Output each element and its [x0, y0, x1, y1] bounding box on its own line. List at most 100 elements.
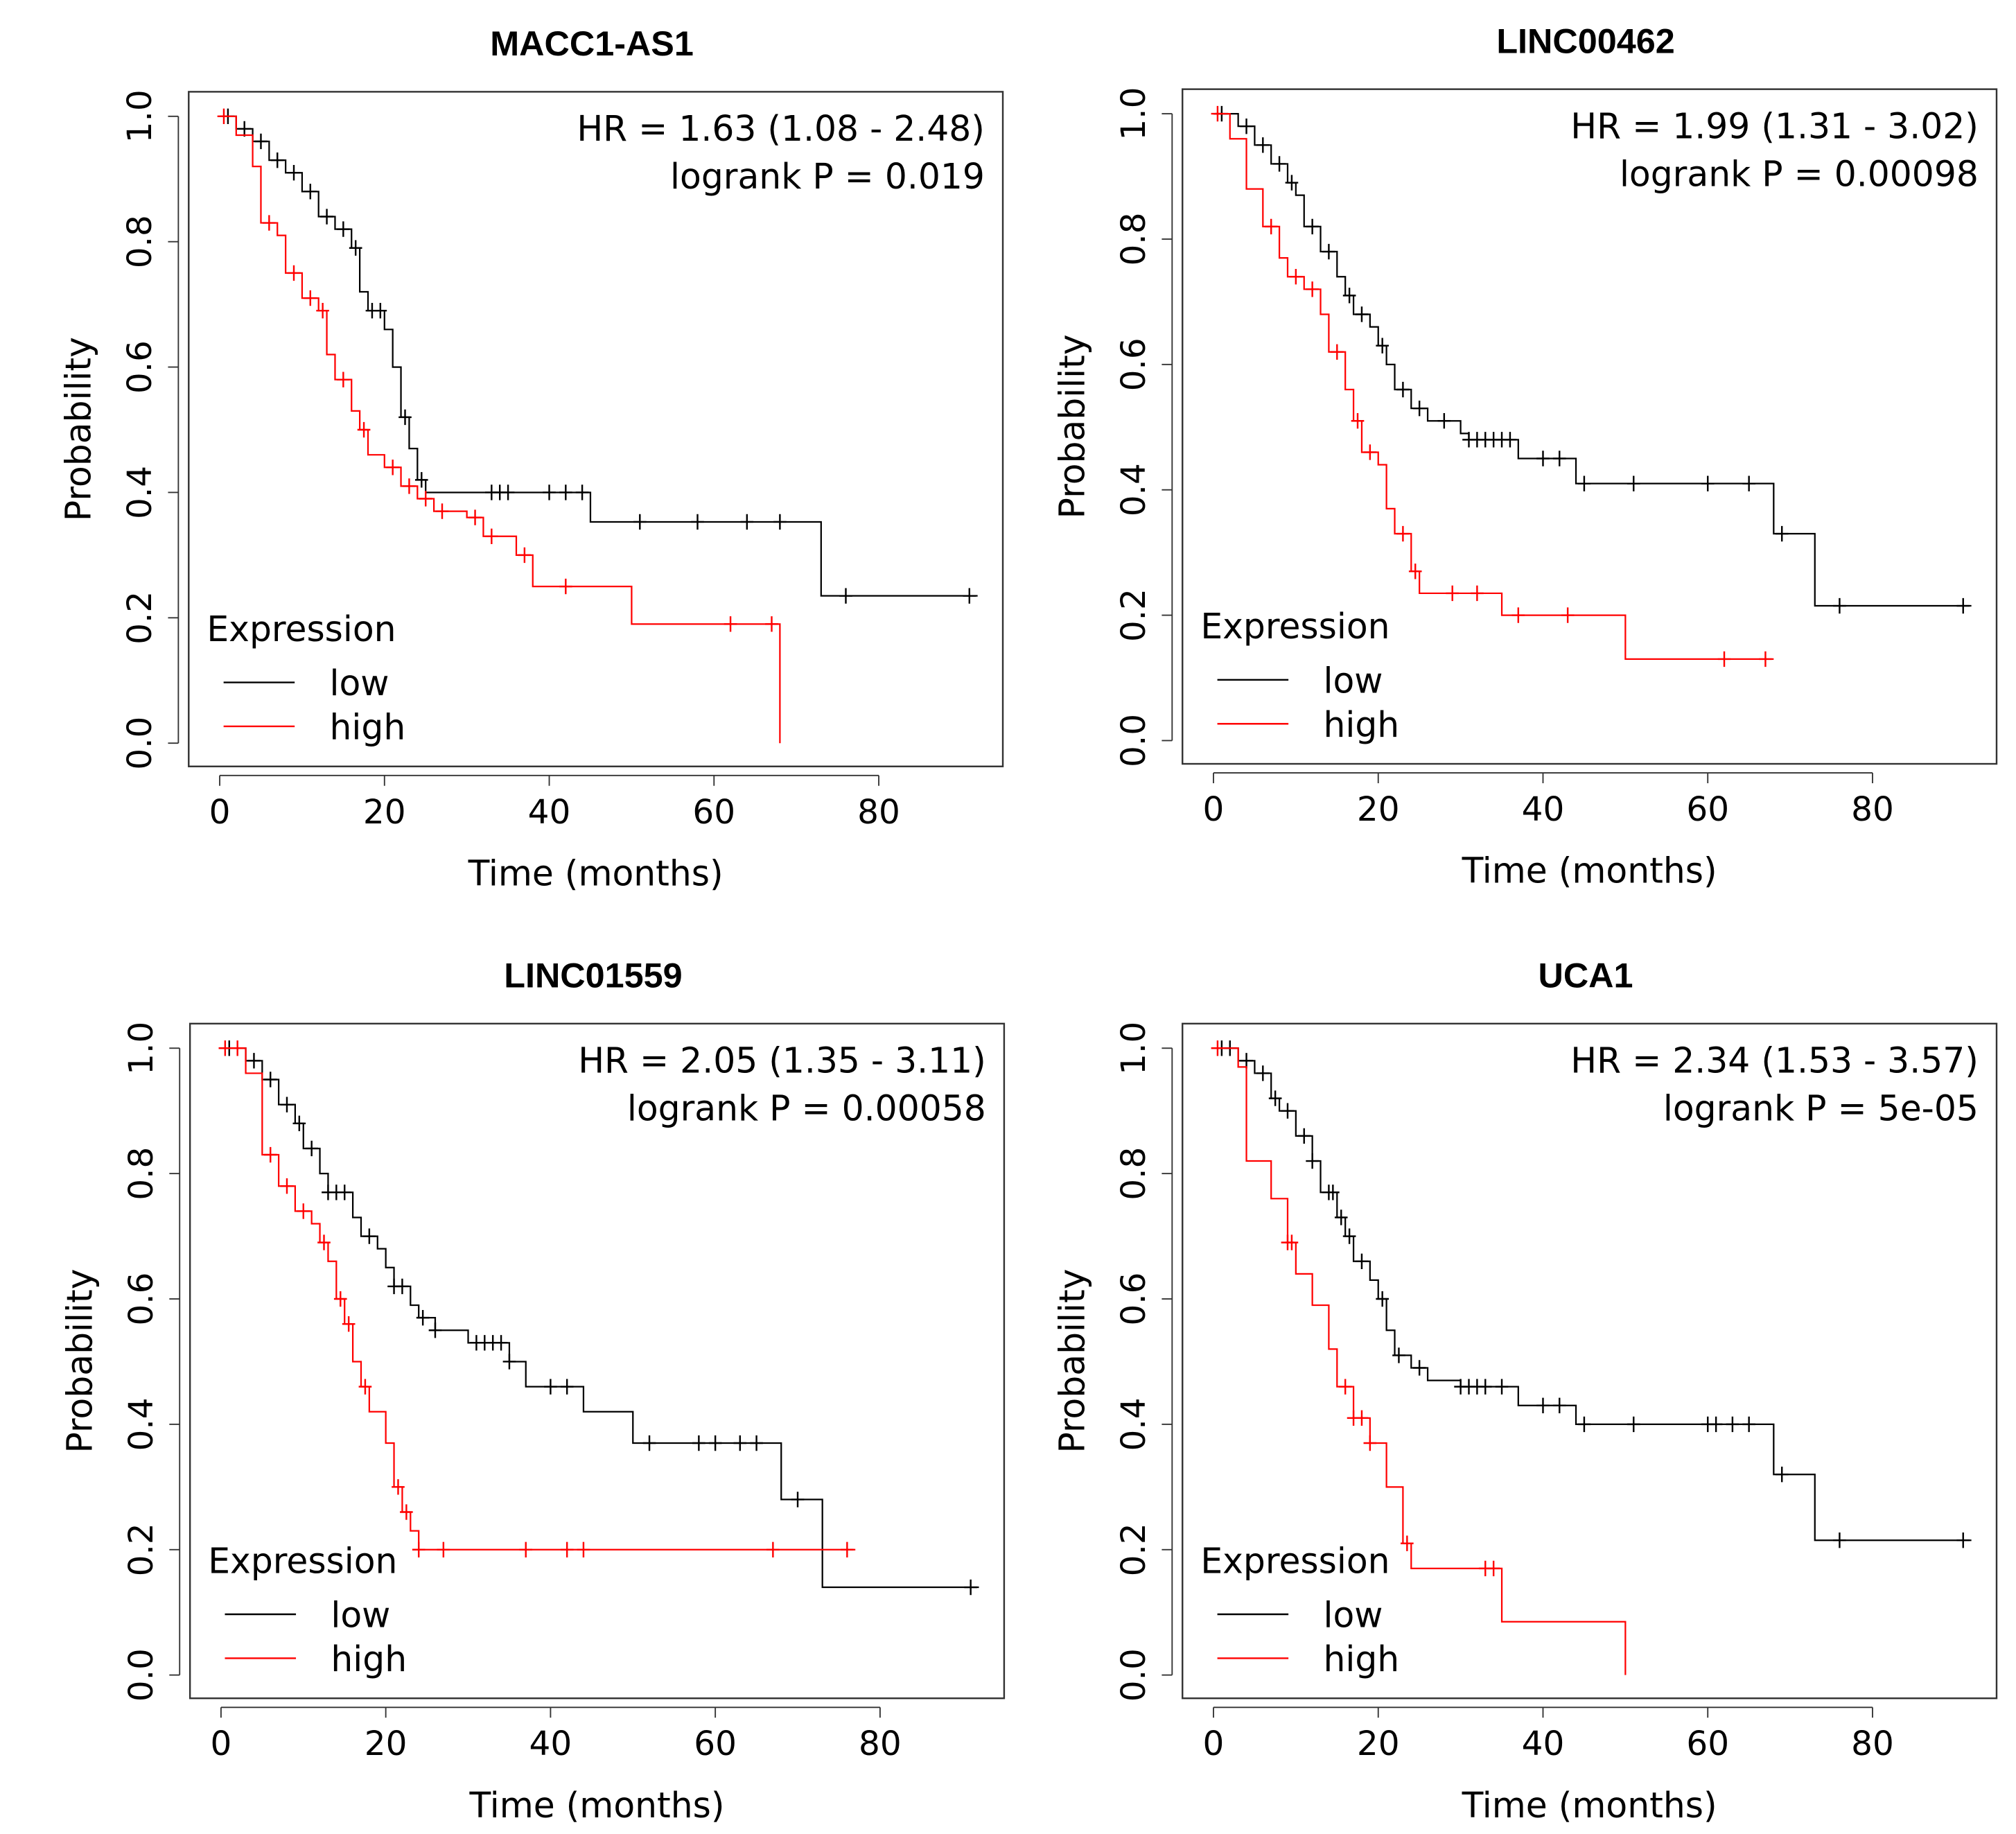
censor-mark-low [1627, 1416, 1640, 1433]
legend-label-low: low [1323, 1595, 1383, 1636]
censor-mark-low [773, 514, 787, 530]
censor-mark-low [238, 121, 252, 137]
plot-box [1182, 88, 1998, 765]
censor-mark-low [494, 1335, 508, 1351]
censor-mark-high [841, 1542, 854, 1557]
legend-label-low: low [1323, 660, 1383, 701]
censor-mark-high [766, 1542, 780, 1557]
censor-mark-low [398, 409, 412, 426]
legend-label-high: high [331, 1639, 407, 1679]
censor-mark-low [1412, 400, 1426, 417]
censor-mark-high [484, 528, 498, 544]
y-tick-label: 0.2 [121, 591, 159, 645]
censor-mark-low [1342, 288, 1356, 304]
censor-mark-high [437, 1542, 450, 1557]
censor-mark-low [1577, 1416, 1591, 1433]
censor-mark-low [1281, 1103, 1295, 1119]
censor-mark-high [1285, 1234, 1299, 1250]
y-tick-label: 0.0 [122, 1648, 161, 1702]
censor-mark-low [1268, 1090, 1282, 1106]
chart-title: LINC00462 [1496, 21, 1674, 60]
censor-mark-low [1396, 381, 1410, 398]
censor-mark-low [692, 1435, 705, 1451]
x-tick-label: 80 [1851, 790, 1894, 829]
censor-mark-low [428, 1322, 442, 1338]
censor-mark-low [750, 1435, 763, 1451]
censor-mark-high [280, 1178, 294, 1194]
km-panel-4: UCA1 0 20 40 60 80 Time (months) 0.0 0.2 0.4 0.6 0.… [1052, 956, 1998, 1826]
censor-mark-low [338, 1185, 351, 1200]
x-tick-label: 20 [1357, 790, 1400, 829]
x-tick-label: 60 [1686, 1724, 1729, 1763]
censor-mark-low [305, 1140, 318, 1157]
censor-mark-high [519, 1542, 533, 1557]
chart-title: MACC1-AS1 [490, 24, 694, 63]
plot-box [1182, 1022, 1998, 1700]
legend-label-high: high [1323, 704, 1399, 745]
censor-mark-high [1511, 607, 1525, 623]
censor-mark-high [337, 372, 350, 387]
logrank-p-text: logrank P = 0.00098 [1620, 154, 1979, 195]
censor-mark-high [1351, 413, 1365, 429]
censor-mark-low [1956, 1532, 1970, 1548]
censor-mark-high [1289, 269, 1303, 285]
legend-label-low: low [331, 1595, 390, 1636]
censor-mark-low [839, 588, 852, 604]
censor-mark-high [577, 1542, 590, 1557]
y-axis-label: Probability [58, 337, 99, 521]
censor-mark-low [1240, 1053, 1253, 1069]
x-tick-label: 20 [365, 1724, 407, 1763]
y-axis-label: Probability [1052, 1268, 1093, 1453]
legend-label-high: high [1323, 1639, 1399, 1679]
censor-mark-high [1759, 651, 1772, 667]
censor-mark-low [1326, 1185, 1340, 1200]
y-tick-label: 0.0 [1114, 1648, 1153, 1702]
censor-mark-high [403, 478, 416, 494]
censor-mark-low [1627, 475, 1640, 491]
y-axis-label: Probability [59, 1268, 100, 1453]
censor-mark-high [1355, 1410, 1369, 1426]
survival-curve-low [220, 1047, 979, 1589]
censor-mark-low [1256, 1065, 1270, 1081]
censor-mark-high [419, 491, 432, 507]
censor-mark-low [708, 1435, 722, 1451]
y-tick-label: 0.0 [121, 717, 159, 770]
censor-mark-high [316, 302, 329, 319]
hazard-ratio-text: HR = 2.34 (1.53 - 3.57) [1570, 1040, 1979, 1081]
x-tick-label: 60 [694, 1724, 737, 1763]
censor-mark-high [1471, 585, 1484, 602]
censor-mark-low [1536, 1397, 1550, 1413]
censor-mark-high [297, 1203, 310, 1219]
x-tick-label: 0 [209, 793, 231, 832]
censor-mark-high [1330, 344, 1344, 360]
censor-mark-low [560, 1379, 574, 1395]
censor-mark-high [1487, 1560, 1500, 1577]
censor-mark-high [412, 1542, 426, 1557]
censor-mark-low [287, 165, 301, 181]
y-tick-label: 0.8 [1114, 212, 1153, 265]
censor-mark-low [1412, 1360, 1426, 1376]
y-tick-label: 0.6 [1114, 1272, 1153, 1325]
chart-title: LINC01559 [504, 956, 682, 995]
censor-mark-low [575, 484, 589, 500]
y-tick-label: 1.0 [1114, 1022, 1153, 1075]
censor-mark-low [1256, 137, 1270, 153]
hazard-ratio-text: HR = 1.99 (1.31 - 3.02) [1570, 106, 1979, 147]
censor-mark-low [559, 484, 572, 500]
censor-mark-high [386, 460, 399, 475]
censor-mark-low [502, 1354, 516, 1370]
censor-mark-low [1775, 525, 1789, 542]
censor-mark-low [1956, 597, 1970, 614]
plot-box [189, 1022, 1006, 1700]
censor-mark-low [642, 1435, 656, 1451]
legend-label-low: low [330, 663, 389, 704]
hazard-ratio-text: HR = 1.63 (1.08 - 2.48) [577, 108, 985, 149]
censor-mark-low [1478, 1379, 1492, 1395]
censor-mark-high [1338, 1379, 1352, 1395]
censor-mark-low [1577, 475, 1591, 491]
censor-mark-high [1408, 564, 1422, 579]
x-tick-label: 40 [1522, 1724, 1565, 1763]
x-axis-label: Time (months) [1462, 1785, 1717, 1826]
km-panel-2: LINC00462 0 20 40 60 80 Time (months) 0.0 0.2 0.4… [1052, 21, 1998, 891]
